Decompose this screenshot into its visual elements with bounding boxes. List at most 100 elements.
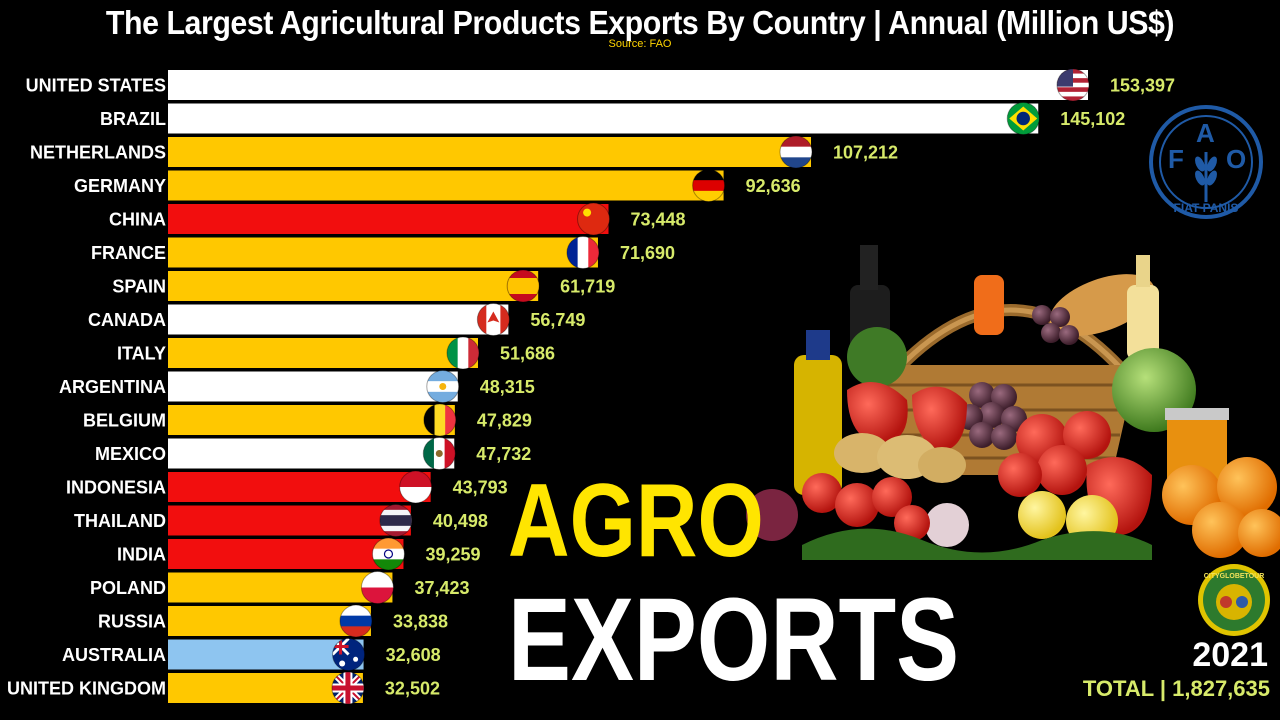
bar-row-united-kingdom: UNITED KINGDOM 32,502	[7, 671, 440, 705]
flag-in-icon	[371, 537, 405, 571]
year-label: 2021	[1192, 636, 1268, 674]
category-label: RUSSIA	[98, 612, 166, 632]
category-label: GERMANY	[74, 176, 166, 196]
flag-pl-icon	[360, 571, 394, 604]
bar	[168, 472, 431, 502]
category-label: ITALY	[117, 344, 166, 364]
bar	[168, 405, 455, 435]
value-label: 107,212	[833, 143, 898, 163]
flag-id-icon	[399, 470, 433, 504]
category-label: FRANCE	[91, 243, 166, 263]
flag-ar-icon	[426, 370, 460, 403]
agro-heading: AGRO	[508, 463, 764, 579]
bar-row-brazil: BRAZIL 145,102	[100, 102, 1125, 135]
bar	[168, 237, 598, 268]
bar-row-poland: POLAND 37,423	[90, 571, 470, 604]
value-label: 73,448	[631, 210, 686, 230]
value-label: 145,102	[1060, 109, 1125, 129]
flag-fr-icon	[566, 236, 600, 269]
bar-row-italy: ITALY 51,686	[117, 336, 555, 370]
category-label: THAILAND	[74, 511, 166, 531]
bar-row-mexico: MEXICO 47,732	[95, 437, 531, 470]
chart-title: The Largest Agricultural Products Export…	[105, 4, 1175, 41]
flag-br-icon	[1006, 102, 1040, 135]
bar	[168, 371, 458, 402]
category-label: BRAZIL	[100, 109, 166, 129]
cityglobetour-text: CITYGLOBETOUR	[1204, 573, 1265, 580]
category-label: SPAIN	[112, 277, 166, 297]
category-label: CANADA	[88, 310, 166, 330]
bar	[168, 539, 404, 569]
flag-be-icon	[423, 403, 457, 437]
bar-row-belgium: BELGIUM 47,829	[83, 403, 532, 437]
category-label: BELGIUM	[83, 411, 166, 431]
category-label: MEXICO	[95, 444, 166, 464]
bar-row-argentina: ARGENTINA 48,315	[59, 370, 535, 403]
bar-row-russia: RUSSIA 33,838	[98, 604, 448, 638]
flag-it-icon	[446, 336, 480, 370]
bar-row-france: FRANCE 71,690	[91, 236, 675, 269]
category-label: POLAND	[90, 578, 166, 598]
category-label: NETHERLANDS	[30, 143, 166, 163]
bar-row-china: CHINA 73,448	[109, 202, 686, 236]
fao-logo: F A O FIAT PANIS	[1149, 105, 1263, 219]
value-label: 56,749	[530, 310, 585, 330]
bar	[168, 338, 478, 368]
bar	[168, 271, 539, 301]
value-label: 37,423	[414, 578, 469, 598]
flag-us-icon	[1056, 68, 1090, 102]
category-label: UNITED STATES	[26, 76, 166, 96]
flag-ca-icon	[476, 303, 510, 336]
value-label: 40,498	[433, 511, 488, 531]
bar	[168, 204, 609, 234]
value-label: 153,397	[1110, 76, 1175, 96]
produce-basket-illustration	[746, 245, 1280, 560]
fao-letter-a: A	[1196, 118, 1215, 148]
bar	[168, 505, 411, 536]
value-label: 47,732	[476, 444, 531, 464]
category-label: INDIA	[117, 545, 166, 565]
flag-gb-icon	[331, 671, 365, 705]
value-label: 39,259	[425, 545, 480, 565]
exports-heading: EXPORTS	[508, 574, 960, 706]
bar	[168, 170, 724, 201]
total-label: TOTAL | 1,827,635	[1082, 676, 1270, 701]
flag-th-icon	[379, 504, 413, 537]
value-label: 71,690	[620, 243, 675, 263]
bar	[168, 304, 509, 335]
fao-letter-o: O	[1226, 144, 1246, 174]
value-label: 61,719	[560, 277, 615, 297]
bar-row-united-states: UNITED STATES 153,397	[26, 68, 1175, 102]
flag-es-icon	[506, 269, 540, 303]
category-label: CHINA	[109, 210, 166, 230]
bar	[168, 137, 812, 167]
bar-row-indonesia: INDONESIA 43,793	[66, 470, 508, 504]
fao-letter-f: F	[1168, 144, 1184, 174]
value-label: 47,829	[477, 411, 532, 431]
bar-row-netherlands: NETHERLANDS 107,212	[30, 135, 898, 169]
bar-row-spain: SPAIN 61,719	[112, 269, 615, 303]
bar	[168, 606, 371, 636]
flag-mx-icon	[422, 437, 456, 470]
value-label: 32,502	[385, 679, 440, 699]
value-label: 51,686	[500, 344, 555, 364]
bar	[168, 639, 364, 670]
chart-source: Source: FAO	[608, 38, 672, 50]
bar	[168, 438, 455, 469]
bar-row-india: INDIA 39,259	[117, 537, 481, 571]
bar	[168, 673, 363, 703]
flag-au-icon	[332, 638, 366, 671]
value-label: 43,793	[453, 478, 508, 498]
flag-de-icon	[692, 169, 726, 202]
bar-row-australia: AUSTRALIA 32,608	[62, 638, 441, 671]
bar	[168, 103, 1039, 134]
fao-motto: FIAT PANIS	[1174, 201, 1239, 215]
category-label: UNITED KINGDOM	[7, 679, 166, 699]
cityglobetour-logo: CITYGLOBETOUR	[1198, 564, 1270, 636]
category-label: AUSTRALIA	[62, 645, 166, 665]
flag-ru-icon	[339, 604, 373, 638]
category-label: ARGENTINA	[59, 377, 166, 397]
bar	[168, 70, 1088, 100]
value-label: 33,838	[393, 612, 448, 632]
